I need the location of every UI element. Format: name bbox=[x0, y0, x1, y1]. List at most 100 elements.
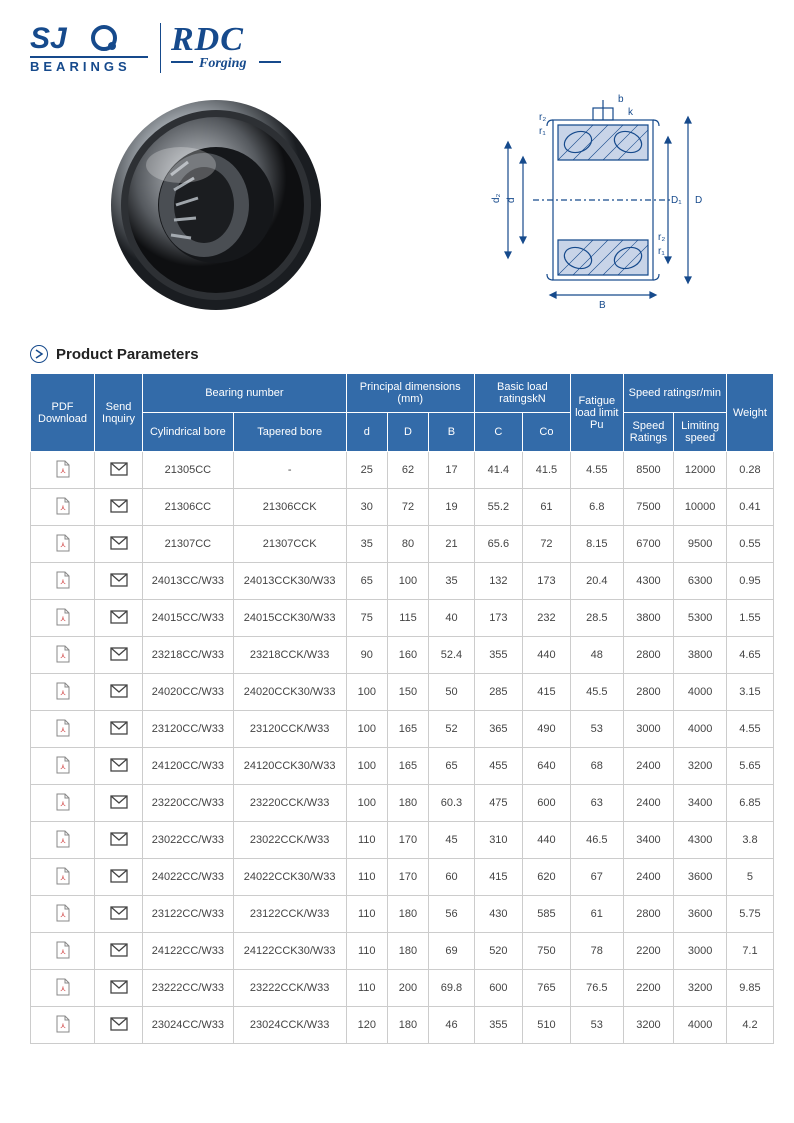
col-B: B bbox=[429, 413, 475, 452]
send-inquiry-link[interactable] bbox=[95, 748, 143, 785]
send-inquiry-link[interactable] bbox=[95, 674, 143, 711]
table-row: 人23122CC/W3323122CCK/W331101805643058561… bbox=[31, 896, 774, 933]
cell-w: 4.2 bbox=[726, 1007, 773, 1044]
cell-ls: 3000 bbox=[674, 933, 727, 970]
svg-text:人: 人 bbox=[59, 579, 66, 586]
cell-cyl: 21305CC bbox=[143, 452, 234, 489]
svg-text:人: 人 bbox=[59, 764, 66, 771]
send-inquiry-link[interactable] bbox=[95, 526, 143, 563]
send-inquiry-link[interactable] bbox=[95, 1007, 143, 1044]
pdf-download-link[interactable]: 人 bbox=[31, 785, 95, 822]
cell-B: 45 bbox=[429, 822, 475, 859]
cell-w: 5.65 bbox=[726, 748, 773, 785]
svg-text:SJ: SJ bbox=[30, 22, 68, 55]
cell-C: 415 bbox=[474, 859, 522, 896]
svg-text:人: 人 bbox=[59, 838, 66, 845]
pdf-download-link[interactable]: 人 bbox=[31, 970, 95, 1007]
cell-ls: 4300 bbox=[674, 822, 727, 859]
cell-tap: 24122CCK30/W33 bbox=[233, 933, 346, 970]
send-inquiry-link[interactable] bbox=[95, 489, 143, 526]
send-inquiry-link[interactable] bbox=[95, 785, 143, 822]
cell-fat: 53 bbox=[570, 1007, 623, 1044]
pdf-download-link[interactable]: 人 bbox=[31, 600, 95, 637]
arrow-icon bbox=[30, 345, 48, 363]
sjo-logo: SJ BEARINGS bbox=[30, 20, 150, 75]
col-speed-ratings: Speed Ratings bbox=[623, 413, 674, 452]
pdf-download-link[interactable]: 人 bbox=[31, 563, 95, 600]
cell-D: 72 bbox=[387, 489, 428, 526]
pdf-download-link[interactable]: 人 bbox=[31, 1007, 95, 1044]
pdf-download-link[interactable]: 人 bbox=[31, 822, 95, 859]
send-inquiry-link[interactable] bbox=[95, 822, 143, 859]
pdf-download-link[interactable]: 人 bbox=[31, 711, 95, 748]
send-inquiry-link[interactable] bbox=[95, 711, 143, 748]
cell-d: 110 bbox=[346, 896, 387, 933]
col-pdf: PDF Download bbox=[31, 374, 95, 452]
cell-D: 165 bbox=[387, 711, 428, 748]
pdf-download-link[interactable]: 人 bbox=[31, 674, 95, 711]
cell-sr: 2800 bbox=[623, 637, 674, 674]
cell-Co: 490 bbox=[522, 711, 570, 748]
cell-B: 60.3 bbox=[429, 785, 475, 822]
pdf-download-link[interactable]: 人 bbox=[31, 748, 95, 785]
table-row: 人24122CC/W3324122CCK30/W3311018069520750… bbox=[31, 933, 774, 970]
cell-ls: 3800 bbox=[674, 637, 727, 674]
svg-text:d₂: d₂ bbox=[491, 193, 502, 203]
cell-d: 110 bbox=[346, 933, 387, 970]
cell-C: 365 bbox=[474, 711, 522, 748]
cell-w: 3.8 bbox=[726, 822, 773, 859]
cell-B: 60 bbox=[429, 859, 475, 896]
cell-cyl: 23220CC/W33 bbox=[143, 785, 234, 822]
pdf-download-link[interactable]: 人 bbox=[31, 859, 95, 896]
cell-sr: 2800 bbox=[623, 674, 674, 711]
cell-tap: 23222CCK/W33 bbox=[233, 970, 346, 1007]
cell-Co: 173 bbox=[522, 563, 570, 600]
cell-ls: 4000 bbox=[674, 674, 727, 711]
cell-fat: 53 bbox=[570, 711, 623, 748]
svg-text:r₁: r₁ bbox=[658, 246, 665, 257]
cell-Co: 585 bbox=[522, 896, 570, 933]
svg-text:人: 人 bbox=[59, 912, 66, 919]
cell-cyl: 23024CC/W33 bbox=[143, 1007, 234, 1044]
cell-fat: 6.8 bbox=[570, 489, 623, 526]
cell-tap: 21306CCK bbox=[233, 489, 346, 526]
cell-Co: 72 bbox=[522, 526, 570, 563]
send-inquiry-link[interactable] bbox=[95, 859, 143, 896]
cell-ls: 3200 bbox=[674, 748, 727, 785]
send-inquiry-link[interactable] bbox=[95, 563, 143, 600]
cell-tap: 23024CCK/W33 bbox=[233, 1007, 346, 1044]
cell-B: 69 bbox=[429, 933, 475, 970]
logo-divider bbox=[160, 23, 161, 73]
send-inquiry-link[interactable] bbox=[95, 637, 143, 674]
cell-ls: 4000 bbox=[674, 711, 727, 748]
cell-sr: 7500 bbox=[623, 489, 674, 526]
cell-sr: 2200 bbox=[623, 970, 674, 1007]
send-inquiry-link[interactable] bbox=[95, 970, 143, 1007]
send-inquiry-link[interactable] bbox=[95, 600, 143, 637]
cell-C: 455 bbox=[474, 748, 522, 785]
cell-B: 46 bbox=[429, 1007, 475, 1044]
cell-w: 6.85 bbox=[726, 785, 773, 822]
pdf-download-link[interactable]: 人 bbox=[31, 933, 95, 970]
cell-d: 90 bbox=[346, 637, 387, 674]
svg-text:d: d bbox=[506, 197, 517, 203]
logo-row: SJ BEARINGS RDC Forging bbox=[30, 20, 774, 75]
send-inquiry-link[interactable] bbox=[95, 933, 143, 970]
pdf-download-link[interactable]: 人 bbox=[31, 452, 95, 489]
send-inquiry-link[interactable] bbox=[95, 896, 143, 933]
svg-text:r₂: r₂ bbox=[539, 112, 546, 123]
pdf-download-link[interactable]: 人 bbox=[31, 526, 95, 563]
cell-D: 80 bbox=[387, 526, 428, 563]
send-inquiry-link[interactable] bbox=[95, 452, 143, 489]
pdf-download-link[interactable]: 人 bbox=[31, 896, 95, 933]
cell-cyl: 23218CC/W33 bbox=[143, 637, 234, 674]
svg-text:人: 人 bbox=[59, 505, 66, 512]
cell-w: 3.15 bbox=[726, 674, 773, 711]
cell-ls: 10000 bbox=[674, 489, 727, 526]
pdf-download-link[interactable]: 人 bbox=[31, 637, 95, 674]
cell-B: 40 bbox=[429, 600, 475, 637]
section-title: Product Parameters bbox=[56, 346, 199, 363]
cell-sr: 3800 bbox=[623, 600, 674, 637]
svg-text:人: 人 bbox=[59, 690, 66, 697]
pdf-download-link[interactable]: 人 bbox=[31, 489, 95, 526]
